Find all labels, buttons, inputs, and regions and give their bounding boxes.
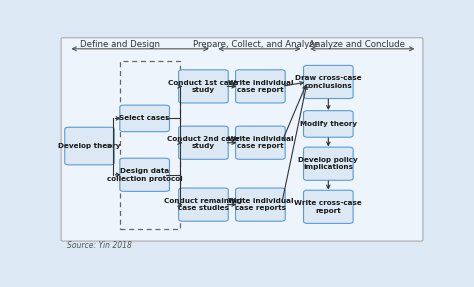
Text: Select cases: Select cases: [119, 115, 170, 121]
Text: Prepare, Collect, and Analyze: Prepare, Collect, and Analyze: [192, 40, 319, 49]
FancyBboxPatch shape: [236, 188, 285, 221]
Text: Modify theory: Modify theory: [300, 121, 357, 127]
Text: Write cross-case
report: Write cross-case report: [294, 200, 362, 214]
Text: Develop policy
implications: Develop policy implications: [299, 157, 358, 170]
FancyBboxPatch shape: [120, 158, 169, 191]
FancyBboxPatch shape: [120, 105, 169, 132]
Text: Draw cross-case
conclusions: Draw cross-case conclusions: [295, 75, 362, 89]
FancyBboxPatch shape: [179, 70, 228, 103]
Bar: [120, 61, 181, 229]
FancyBboxPatch shape: [61, 38, 423, 241]
FancyBboxPatch shape: [236, 126, 285, 159]
Text: Write individual
case report: Write individual case report: [228, 79, 293, 93]
Text: Write individual
case reports: Write individual case reports: [228, 198, 293, 211]
FancyBboxPatch shape: [65, 127, 114, 165]
Text: Design data
collection protocol: Design data collection protocol: [107, 168, 182, 181]
FancyBboxPatch shape: [303, 147, 353, 180]
Text: Analyze and Conclude: Analyze and Conclude: [309, 40, 405, 49]
FancyBboxPatch shape: [303, 111, 353, 137]
Text: Conduct 2nd case
study: Conduct 2nd case study: [167, 136, 240, 150]
FancyBboxPatch shape: [179, 188, 228, 221]
Text: Conduct 1st case
study: Conduct 1st case study: [168, 79, 238, 93]
Text: Write individual
case report: Write individual case report: [228, 136, 293, 150]
FancyBboxPatch shape: [303, 65, 353, 98]
FancyBboxPatch shape: [236, 70, 285, 103]
FancyBboxPatch shape: [179, 126, 228, 159]
Text: Develop theory: Develop theory: [58, 143, 121, 149]
FancyBboxPatch shape: [303, 190, 353, 223]
Text: Conduct remaining
case studies: Conduct remaining case studies: [164, 198, 242, 211]
Text: Define and Design: Define and Design: [80, 40, 160, 49]
Text: Source: Yin 2018: Source: Yin 2018: [66, 241, 131, 250]
